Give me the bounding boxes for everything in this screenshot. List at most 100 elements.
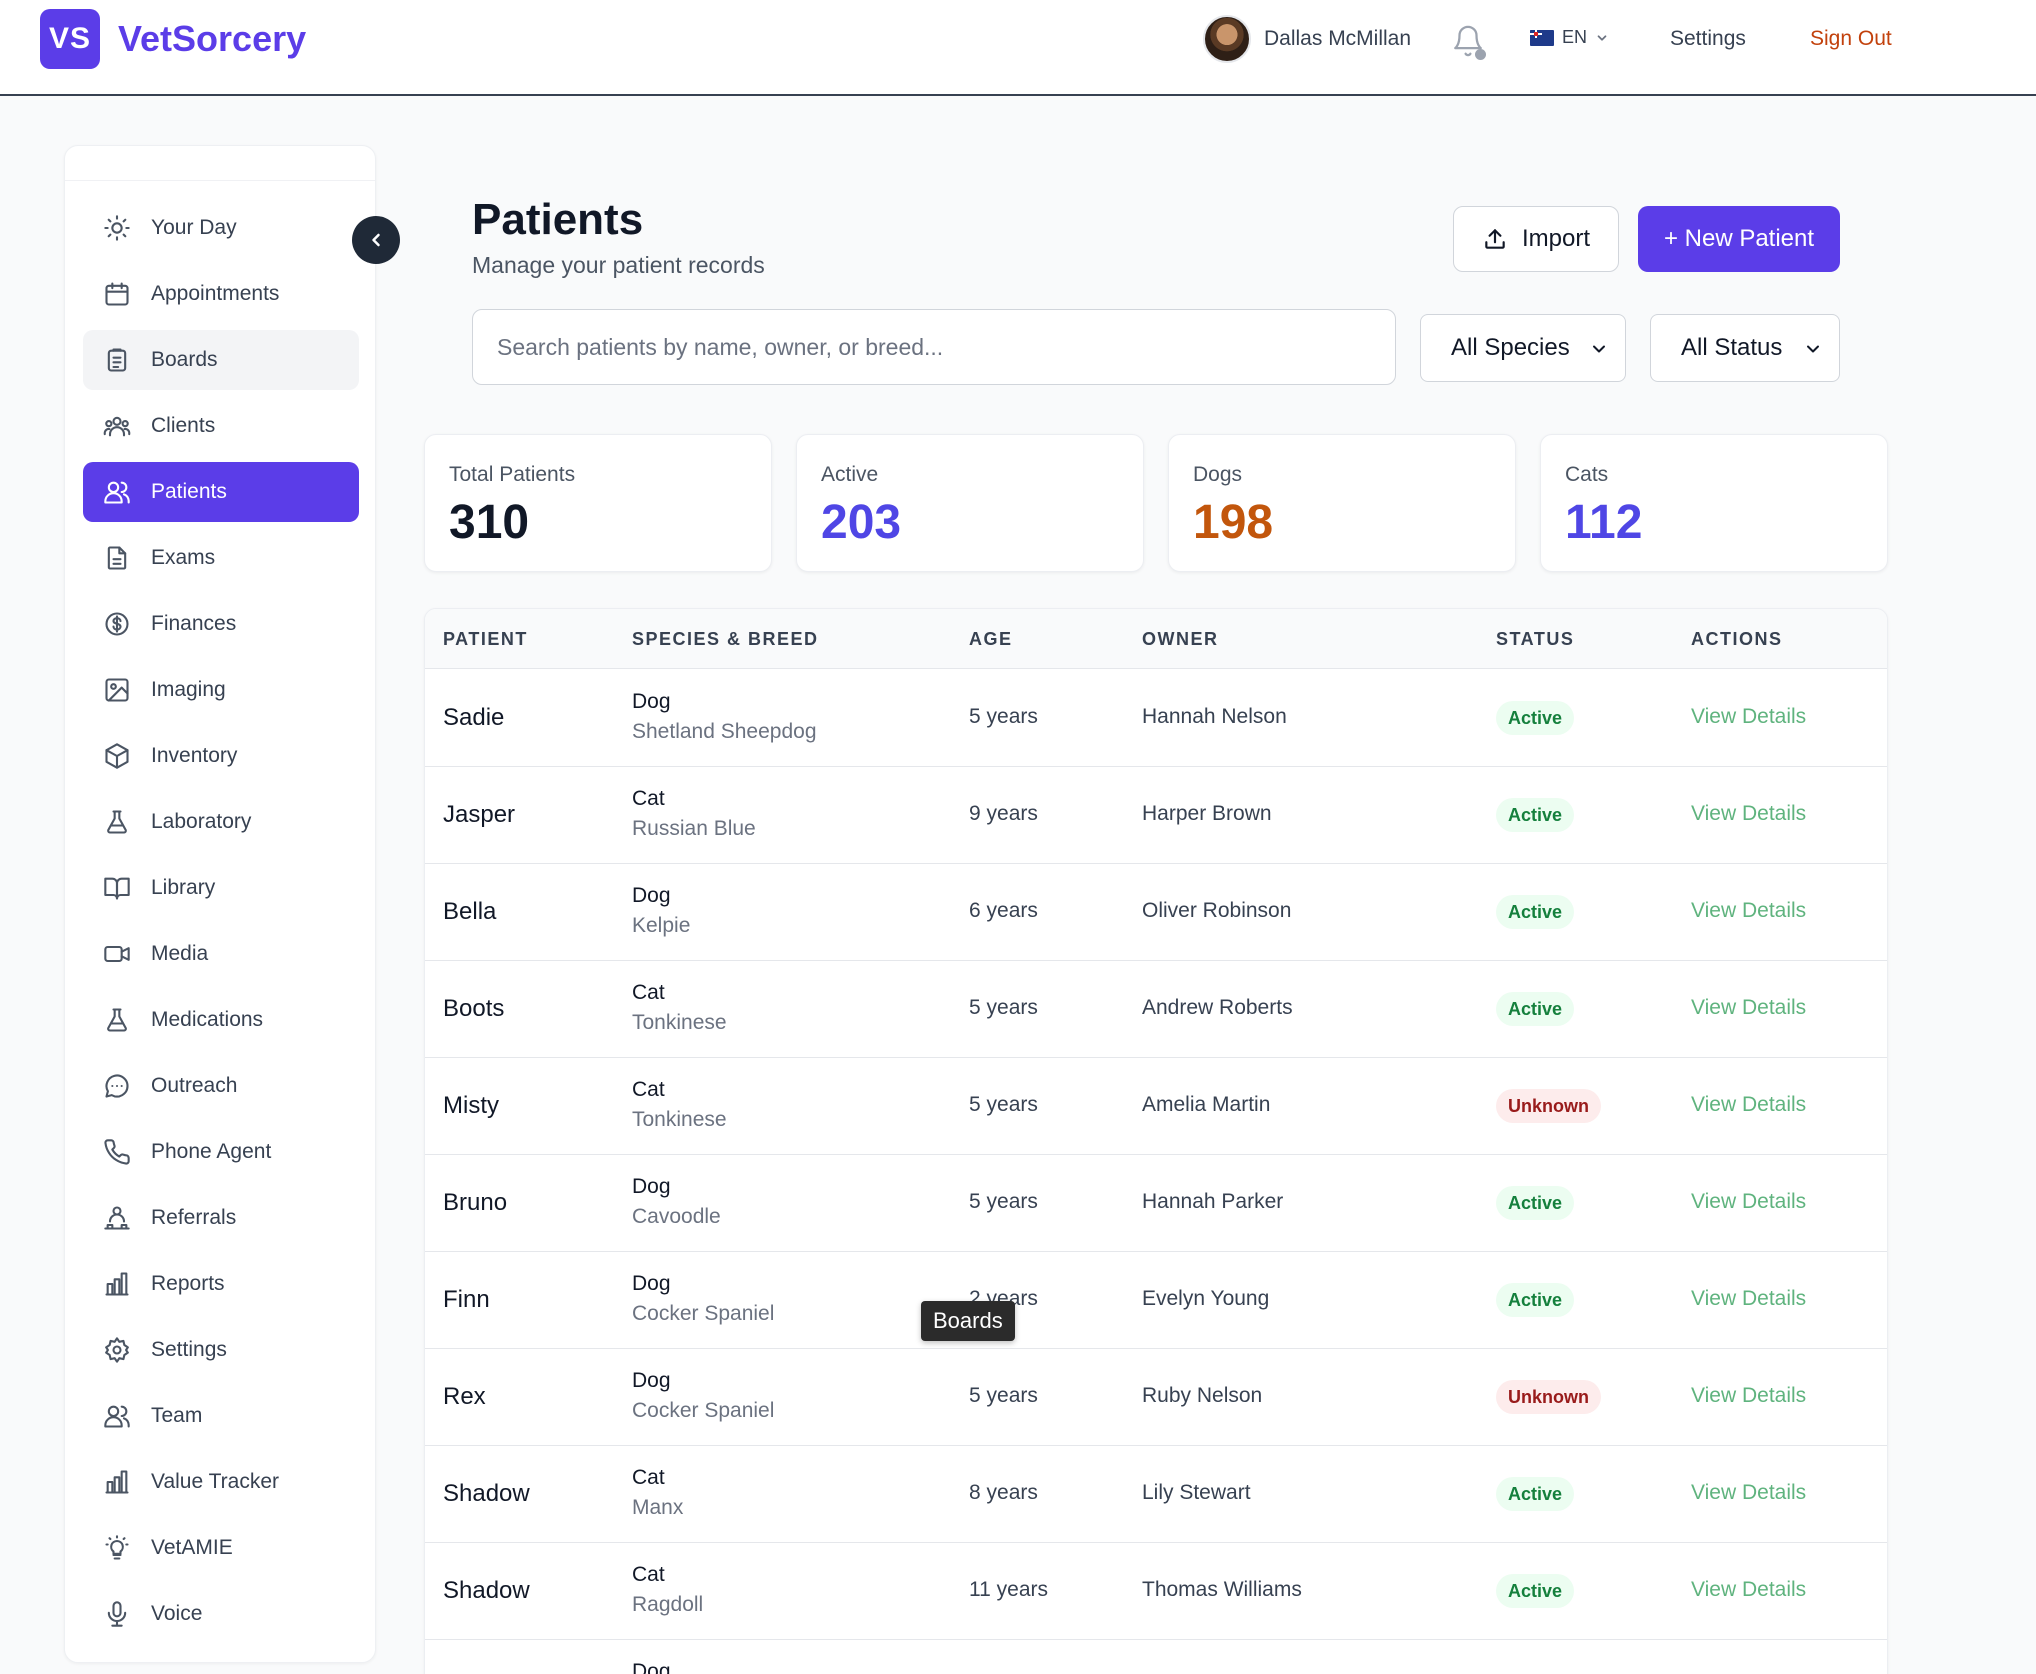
breed: Tonkinese — [632, 1011, 727, 1034]
sidebar-item-library[interactable]: Library — [83, 858, 359, 918]
table-row[interactable]: Shadow Cat Ragdoll 11 years Thomas Williams A… — [425, 1543, 1887, 1640]
referral-icon — [104, 1206, 130, 1230]
tooltip: Boards — [921, 1301, 1015, 1341]
table-row[interactable]: Jasper Cat Russian Blue 9 years Harper Brown… — [425, 767, 1887, 864]
view-details-link[interactable]: View Details — [1691, 705, 1807, 728]
top-bar: VS VetSorcery Dallas McMillan EN Setting… — [0, 0, 2036, 96]
table-row[interactable]: Sadie Dog Shetland Sheepdog 5 years Hannah N… — [425, 670, 1887, 767]
sidebar-item-patients[interactable]: Patients — [83, 462, 359, 522]
page-title: Patients — [472, 195, 644, 244]
sidebar-item-team[interactable]: Team — [83, 1386, 359, 1446]
stat-value: 310 — [449, 496, 530, 549]
status-badge: Unknown — [1496, 1380, 1601, 1414]
table-row[interactable]: Bella Dog Kelpie 6 years Oliver Robinson Acti… — [425, 864, 1887, 961]
patient-name: Rex — [443, 1383, 486, 1410]
view-details-link[interactable]: View Details — [1691, 802, 1807, 825]
sidebar-item-label: Phone Agent — [151, 1140, 272, 1163]
collapse-sidebar-button[interactable] — [352, 216, 400, 264]
species-filter-select[interactable]: All Species — [1420, 314, 1626, 382]
brand-name[interactable]: VetSorcery — [118, 18, 307, 59]
sidebar-item-label: Laboratory — [151, 810, 252, 833]
sidebar-item-finances[interactable]: Finances — [83, 594, 359, 654]
import-button[interactable]: Import — [1453, 206, 1619, 272]
sign-out-link[interactable]: Sign Out — [1810, 27, 1892, 50]
sidebar-item-label: VetAMIE — [151, 1536, 233, 1559]
view-details-link[interactable]: View Details — [1691, 899, 1807, 922]
view-details-link[interactable]: View Details — [1691, 1384, 1807, 1407]
page-subtitle: Manage your patient records — [472, 252, 765, 278]
column-header-age[interactable]: AGE — [969, 629, 1013, 649]
stat-label: Total Patients — [449, 463, 576, 486]
sidebar-item-vetamie[interactable]: VetAMIE — [83, 1518, 359, 1578]
breed: Ragdoll — [632, 1593, 704, 1616]
bell-icon[interactable] — [1451, 22, 1485, 60]
species: Dog — [632, 1175, 671, 1198]
table-row[interactable]: Misty Cat Tonkinese 5 years Amelia Martin Unk… — [425, 1058, 1887, 1155]
upload-icon — [1485, 229, 1505, 249]
sidebar-item-imaging[interactable]: Imaging — [83, 660, 359, 720]
search-input[interactable] — [472, 309, 1396, 385]
sidebar-item-settings[interactable]: Settings — [83, 1320, 359, 1380]
age: 6 years — [969, 899, 1038, 922]
status-filter-select[interactable]: All Status — [1650, 314, 1840, 382]
sidebar-item-label: Voice — [151, 1602, 203, 1625]
table-row[interactable]: Dog — [425, 1640, 1887, 1674]
view-details-link[interactable]: View Details — [1691, 1287, 1807, 1310]
status-badge: Unknown — [1496, 1089, 1601, 1123]
sidebar-item-referrals[interactable]: Referrals — [83, 1188, 359, 1248]
stat-label: Active — [821, 463, 879, 486]
sidebar-item-label: Value Tracker — [151, 1470, 279, 1493]
column-header-status[interactable]: STATUS — [1496, 629, 1575, 649]
view-details-link[interactable]: View Details — [1691, 1578, 1807, 1601]
flag-icon — [1530, 29, 1554, 46]
sidebar-item-boards[interactable]: Boards — [83, 330, 359, 390]
table-row[interactable]: Shadow Cat Manx 8 years Lily Stewart Active Vi… — [425, 1446, 1887, 1543]
sidebar-item-media[interactable]: Media — [83, 924, 359, 984]
table-row[interactable]: Boots Cat Tonkinese 5 years Andrew Roberts Ac… — [425, 961, 1887, 1058]
lightbulb-icon — [105, 1535, 129, 1560]
view-details-link[interactable]: View Details — [1691, 1190, 1807, 1213]
sidebar-item-outreach[interactable]: Outreach — [83, 1056, 359, 1116]
sidebar-item-label: Media — [151, 942, 209, 965]
header-settings-link[interactable]: Settings — [1670, 27, 1746, 50]
species: Cat — [632, 981, 665, 1004]
view-details-link[interactable]: View Details — [1691, 1481, 1807, 1504]
stat-value: 112 — [1565, 496, 1643, 549]
sidebar-item-clients[interactable]: Clients — [83, 396, 359, 456]
sidebar-item-label: Appointments — [151, 282, 280, 305]
view-details-link[interactable]: View Details — [1691, 1093, 1807, 1116]
sidebar: Your Day Appointments Boards Clients Patient… — [64, 145, 376, 1663]
table-row[interactable]: Rex Dog Cocker Spaniel 5 years Ruby Nelson Un… — [425, 1349, 1887, 1446]
sidebar-item-label: Inventory — [151, 744, 238, 767]
view-details-link[interactable]: View Details — [1691, 996, 1807, 1019]
sidebar-item-medications[interactable]: Medications — [83, 990, 359, 1050]
sidebar-item-appointments[interactable]: Appointments — [83, 264, 359, 324]
stat-card-active: Active 203 — [796, 434, 1144, 572]
sidebar-item-phone-agent[interactable]: Phone Agent — [83, 1122, 359, 1182]
table-row[interactable]: Bruno Dog Cavoodle 5 years Hannah Parker Acti… — [425, 1155, 1887, 1252]
sidebar-item-value-tracker[interactable]: Value Tracker — [83, 1452, 359, 1512]
breed: Tonkinese — [632, 1108, 727, 1131]
age: 5 years — [969, 705, 1038, 728]
column-header-owner[interactable]: OWNER — [1142, 629, 1219, 649]
sidebar-item-exams[interactable]: Exams — [83, 528, 359, 588]
logo-mark[interactable]: VS — [40, 9, 100, 69]
import-label: Import — [1521, 225, 1590, 252]
new-patient-button[interactable]: + New Patient — [1638, 206, 1840, 272]
column-header-species[interactable]: SPECIES & BREED — [632, 629, 819, 649]
species: Dog — [632, 690, 671, 713]
age: 5 years — [969, 1093, 1038, 1116]
column-header-patient[interactable]: PATIENT — [443, 629, 528, 649]
sidebar-item-your-day[interactable]: Your Day — [83, 198, 359, 258]
chevron-down-icon — [1593, 345, 1605, 353]
sidebar-item-reports[interactable]: Reports — [83, 1254, 359, 1314]
language-selector[interactable]: EN — [1530, 27, 1609, 48]
sidebar-item-label: Reports — [151, 1272, 225, 1295]
table-row[interactable]: Finn Dog Cocker Spaniel 2 years Evelyn Young… — [425, 1252, 1887, 1349]
user-name[interactable]: Dallas McMillan — [1264, 27, 1412, 50]
sidebar-item-inventory[interactable]: Inventory — [83, 726, 359, 786]
avatar[interactable] — [1203, 15, 1251, 63]
sidebar-item-laboratory[interactable]: Laboratory — [83, 792, 359, 852]
flask-icon — [107, 1008, 127, 1032]
sidebar-item-voice[interactable]: Voice — [83, 1584, 359, 1644]
